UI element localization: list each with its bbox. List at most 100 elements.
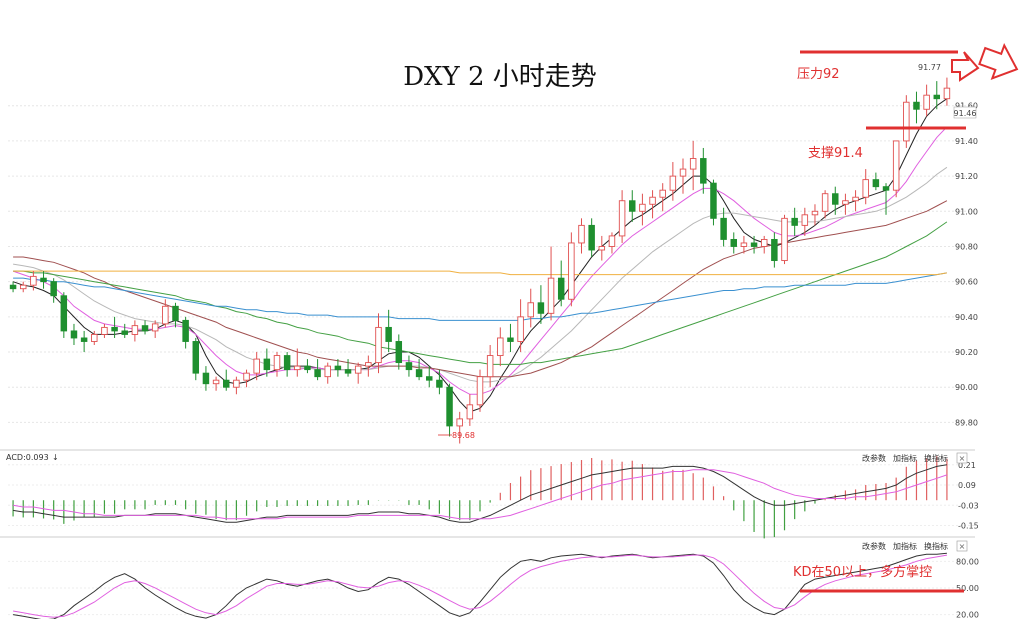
candle — [375, 313, 382, 374]
candle — [456, 411, 463, 444]
candle — [689, 140, 697, 191]
candle — [832, 186, 839, 215]
candle — [294, 348, 301, 377]
candle — [111, 316, 118, 338]
macd-toolbar: 改参数 加指标 换指标 × — [862, 452, 968, 464]
candle — [273, 352, 281, 377]
candle — [9, 281, 17, 293]
candle — [253, 352, 260, 381]
candle — [598, 235, 606, 261]
candle — [172, 302, 179, 328]
price-tick-label: 90.80 — [955, 242, 978, 251]
candle — [608, 232, 616, 254]
candle — [385, 309, 392, 353]
kd-edit-params-button[interactable]: 改参数 — [862, 541, 886, 551]
macd-tick-label: -0.03 — [958, 501, 979, 510]
candle — [40, 271, 47, 289]
macd-arrow-icon: ↓ — [52, 453, 59, 462]
candle — [324, 362, 331, 384]
candle — [80, 330, 88, 353]
kd-toolbar: 改参数 加指标 换指标 × — [862, 540, 968, 552]
macd-label: ACD:0.093 — [6, 453, 49, 462]
candle — [547, 246, 555, 321]
candle — [781, 214, 788, 265]
low-price-marker: 89.68 — [438, 431, 475, 440]
candle — [202, 366, 210, 391]
candle — [507, 323, 514, 353]
candle — [486, 345, 494, 388]
candle — [852, 190, 859, 212]
candle — [811, 204, 819, 226]
macd-dea-line — [13, 469, 948, 520]
ma-line-3 — [13, 200, 948, 378]
candle — [415, 359, 423, 381]
price-tick-label: 91.60 — [955, 102, 978, 111]
macd-switch-indicator-button[interactable]: 换指标 — [924, 453, 948, 463]
current-price-marker: 91.46 — [954, 106, 977, 119]
candle — [771, 232, 778, 268]
candle — [334, 359, 342, 377]
candle — [192, 337, 200, 381]
price-tick-label: 90.00 — [955, 383, 978, 392]
price-axis: 91.60 91.40 91.20 91.00 90.80 90.60 90.40 90.20… — [955, 102, 978, 428]
candle — [557, 260, 565, 307]
candle — [578, 218, 585, 254]
ma-line-4 — [13, 221, 948, 365]
macd-edit-params-button[interactable]: 改参数 — [862, 453, 886, 463]
candle — [903, 95, 910, 148]
price-tick-label: 91.20 — [955, 172, 978, 181]
svg-text:×: × — [959, 454, 966, 463]
candle — [426, 366, 433, 388]
candle — [679, 158, 687, 194]
candle — [842, 193, 849, 215]
candle — [395, 334, 403, 370]
candle — [304, 359, 311, 374]
candle — [243, 369, 250, 388]
candle — [283, 352, 291, 377]
candle — [710, 179, 717, 226]
candle — [517, 299, 524, 353]
candle — [121, 323, 128, 338]
candle — [233, 376, 240, 395]
candle — [872, 172, 880, 191]
candle — [639, 193, 646, 226]
macd-close-icon[interactable]: × — [956, 452, 968, 464]
macd-add-indicator-button[interactable]: 加指标 — [893, 453, 917, 463]
candle — [314, 359, 321, 381]
candle — [354, 362, 362, 384]
kd-panel: 80.00 50.00 20.00 — [8, 552, 979, 619]
candle — [182, 316, 189, 349]
price-tick-label: 91.40 — [955, 137, 978, 146]
moving-average-lines — [12, 98, 948, 413]
kd-switch-indicator-button[interactable]: 换指标 — [924, 541, 948, 551]
kd-close-icon[interactable]: × — [956, 540, 968, 552]
candle — [19, 281, 27, 293]
kd-add-indicator-button[interactable]: 加指标 — [893, 541, 917, 551]
candle — [923, 84, 930, 117]
candle — [497, 327, 504, 367]
kd-tick-label: 80.00 — [956, 557, 979, 566]
candle — [527, 288, 534, 328]
candle — [436, 369, 443, 395]
macd-panel: 0.21 0.09 -0.03 -0.15 — [8, 456, 979, 539]
right-arrow-icon — [978, 42, 1019, 80]
candle — [446, 383, 453, 437]
kd-tick-label: 50.00 — [956, 584, 979, 593]
candle — [466, 394, 474, 426]
candle — [618, 190, 626, 243]
candle — [344, 359, 352, 377]
pressure-label: 压力92 — [797, 67, 840, 82]
candle — [476, 369, 484, 412]
candle — [212, 376, 220, 391]
candle — [30, 271, 37, 291]
macd-tick-label: -0.15 — [958, 522, 979, 531]
candle — [151, 320, 159, 338]
price-tick-label: 90.40 — [955, 313, 978, 322]
price-tick-label: 90.20 — [955, 348, 978, 357]
candle — [913, 91, 920, 124]
candle — [50, 278, 57, 303]
candle — [669, 162, 677, 201]
current-price-label: 91.46 — [954, 109, 977, 118]
candle — [568, 232, 575, 307]
